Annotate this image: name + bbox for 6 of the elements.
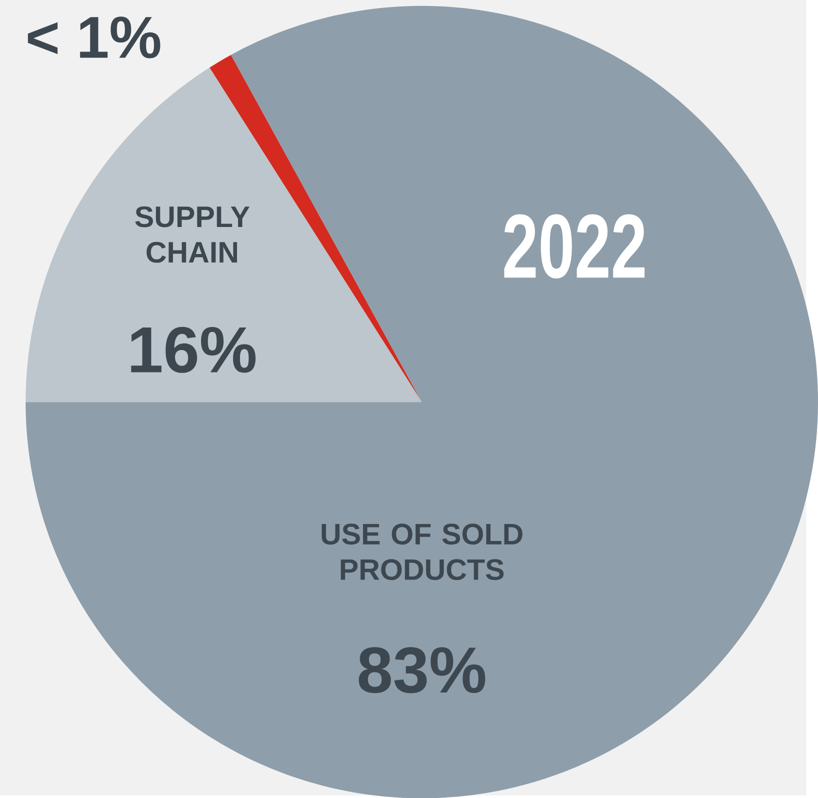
data-label: 83% — [358, 646, 486, 694]
data-label: 16% — [131, 326, 256, 373]
slice-label: USE OF SOLD PRODUCTS — [322, 524, 522, 580]
text: 2022 — [504, 214, 645, 278]
data-label: < 1% — [28, 16, 160, 58]
slice-label: SUPPLY CHAIN — [135, 206, 250, 263]
